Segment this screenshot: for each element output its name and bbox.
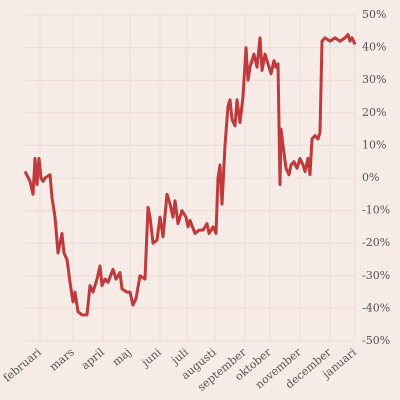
y-tick-label: -10% [362,204,390,217]
x-tick-label: april [79,345,108,372]
y-tick-label: 20% [362,106,386,119]
y-tick-label: -40% [362,301,390,314]
y-tick-label: 40% [362,41,386,54]
x-tick-label: maj [110,346,134,369]
x-tick-label: februari [1,345,44,384]
x-tick-label: mars [47,345,77,373]
y-tick-label: 50% [362,8,386,21]
y-tick-label: 30% [362,73,386,86]
y-tick-label: -30% [362,269,390,282]
y-tick-label: 10% [362,138,386,151]
y-tick-label: 0% [362,171,379,184]
data-line [23,33,357,317]
y-tick-label: -20% [362,236,390,249]
y-tick-label: -50% [362,334,390,347]
x-tick-label: juni [138,345,164,370]
